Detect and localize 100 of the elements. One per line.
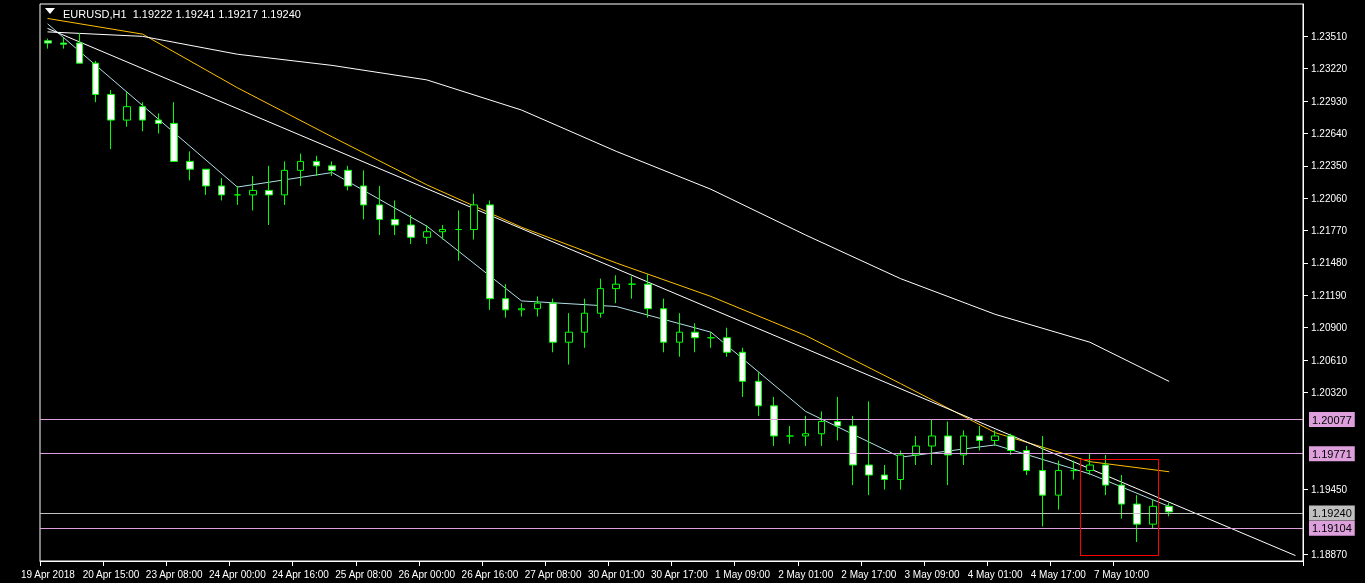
candlestick	[218, 177, 225, 201]
candlestick	[265, 165, 273, 226]
candlestick	[376, 185, 383, 236]
ref-line-label: 1.19771	[1312, 447, 1352, 460]
y-tick-label: 1.21480	[1311, 257, 1348, 269]
candlestick	[1086, 453, 1094, 476]
x-tick-label: 30 Apr 01:00	[587, 568, 646, 580]
candlestick	[1118, 474, 1125, 520]
x-tick-label: 20 Apr 15:00	[82, 568, 140, 580]
y-tick-label: 1.22060	[1311, 192, 1348, 204]
candlestick	[123, 91, 131, 128]
candlestick	[92, 60, 99, 103]
x-tick-label: 4 May 17:00	[1030, 568, 1087, 580]
candlestick	[360, 169, 367, 220]
candlestick	[865, 400, 873, 496]
candlestick	[313, 155, 320, 177]
x-tick-label: 7 May 10:00	[1093, 568, 1150, 580]
candlestick	[849, 415, 857, 486]
candlestick	[991, 429, 999, 447]
x-tick-label: 26 Apr 16:00	[461, 568, 519, 580]
candlestick	[676, 312, 683, 358]
candlestick	[660, 298, 667, 353]
candlestick	[502, 283, 509, 319]
candlestick	[139, 101, 146, 132]
chart-title: EURUSD,H1 1.19222 1.19241 1.19217 1.19240	[63, 7, 301, 20]
candlestick	[344, 165, 352, 191]
y-tick-label: 1.20610	[1311, 354, 1348, 366]
candlestick	[976, 425, 983, 451]
candlestick	[944, 420, 952, 486]
x-tick-label: 3 May 09:00	[904, 568, 960, 580]
candlestick	[1039, 435, 1046, 527]
candlestick	[407, 214, 415, 245]
candlestick	[297, 153, 304, 187]
candlestick	[1007, 433, 1015, 456]
candlestick	[1102, 454, 1109, 496]
candlestick	[486, 199, 494, 311]
candlestick	[1165, 502, 1173, 517]
candlestick	[549, 298, 557, 353]
y-tick-label: 1.22930	[1311, 95, 1348, 107]
x-tick-label: 25 Apr 08:00	[335, 568, 393, 580]
candlestick	[644, 273, 652, 319]
candlestick	[1055, 460, 1062, 511]
x-tick-label: 19 Apr 2018	[20, 568, 76, 580]
candlestick	[612, 274, 620, 304]
candlestick	[281, 160, 288, 206]
candlestick	[234, 185, 241, 206]
candlestick	[628, 275, 636, 300]
x-tick-label: 26 Apr 00:00	[398, 568, 456, 580]
candlestick	[818, 410, 825, 447]
candlestick	[155, 112, 162, 134]
candlestick	[960, 429, 967, 466]
candlestick	[928, 418, 936, 466]
candlestick	[786, 425, 794, 445]
y-tick-label: 1.23510	[1311, 30, 1348, 42]
candlestick	[834, 396, 841, 441]
candlestick	[912, 435, 920, 466]
candlestick	[881, 464, 888, 491]
candlestick	[439, 224, 446, 241]
y-tick-label: 1.20320	[1311, 386, 1348, 398]
candlestick	[723, 327, 731, 358]
x-tick-label: 30 Apr 17:00	[651, 568, 709, 580]
x-tick-label: 2 May 17:00	[841, 568, 897, 580]
x-tick-label: 27 Apr 08:00	[524, 568, 582, 580]
candlestick	[470, 193, 478, 241]
candlestick	[249, 175, 257, 211]
y-tick-label: 1.23220	[1311, 63, 1348, 75]
candlestick	[328, 160, 336, 177]
y-tick-label: 1.22350	[1311, 160, 1348, 172]
x-tick-label: 24 Apr 16:00	[272, 568, 330, 580]
candlestick	[565, 312, 573, 366]
ref-line-label: 1.19240	[1312, 507, 1352, 519]
ref-line-label: 1.20077	[1312, 413, 1352, 426]
candlestick	[597, 278, 604, 319]
y-tick-label: 1.19450	[1311, 484, 1348, 496]
candlestick	[202, 168, 210, 196]
candlestick	[581, 298, 588, 349]
x-tick-label: 1 May 09:00	[715, 568, 771, 580]
ref-line-label: 1.19104	[1312, 522, 1352, 535]
x-tick-label: 4 May 01:00	[967, 568, 1024, 580]
candlestick	[455, 210, 462, 262]
candlestick	[755, 371, 762, 417]
x-tick-label: 2 May 01:00	[778, 568, 834, 580]
y-tick-label: 1.21770	[1311, 225, 1348, 237]
y-tick-label: 1.21190	[1311, 289, 1347, 301]
candlestick	[60, 36, 67, 50]
candlestick	[707, 331, 715, 349]
candlestick	[391, 199, 399, 236]
y-tick-label: 1.20900	[1311, 322, 1348, 334]
candlestick	[107, 89, 115, 150]
candlestick	[170, 101, 178, 162]
candlestick	[691, 322, 699, 353]
x-tick-label: 23 Apr 08:00	[145, 568, 203, 580]
candlestick	[1023, 445, 1030, 476]
candlestick	[802, 415, 809, 447]
candlestick	[1149, 499, 1157, 530]
candlestick	[1070, 460, 1078, 481]
candlestick	[44, 38, 52, 50]
candlestick	[739, 347, 746, 398]
y-tick-label: 1.18870	[1311, 548, 1348, 560]
y-tick-label: 1.22640	[1311, 127, 1348, 139]
